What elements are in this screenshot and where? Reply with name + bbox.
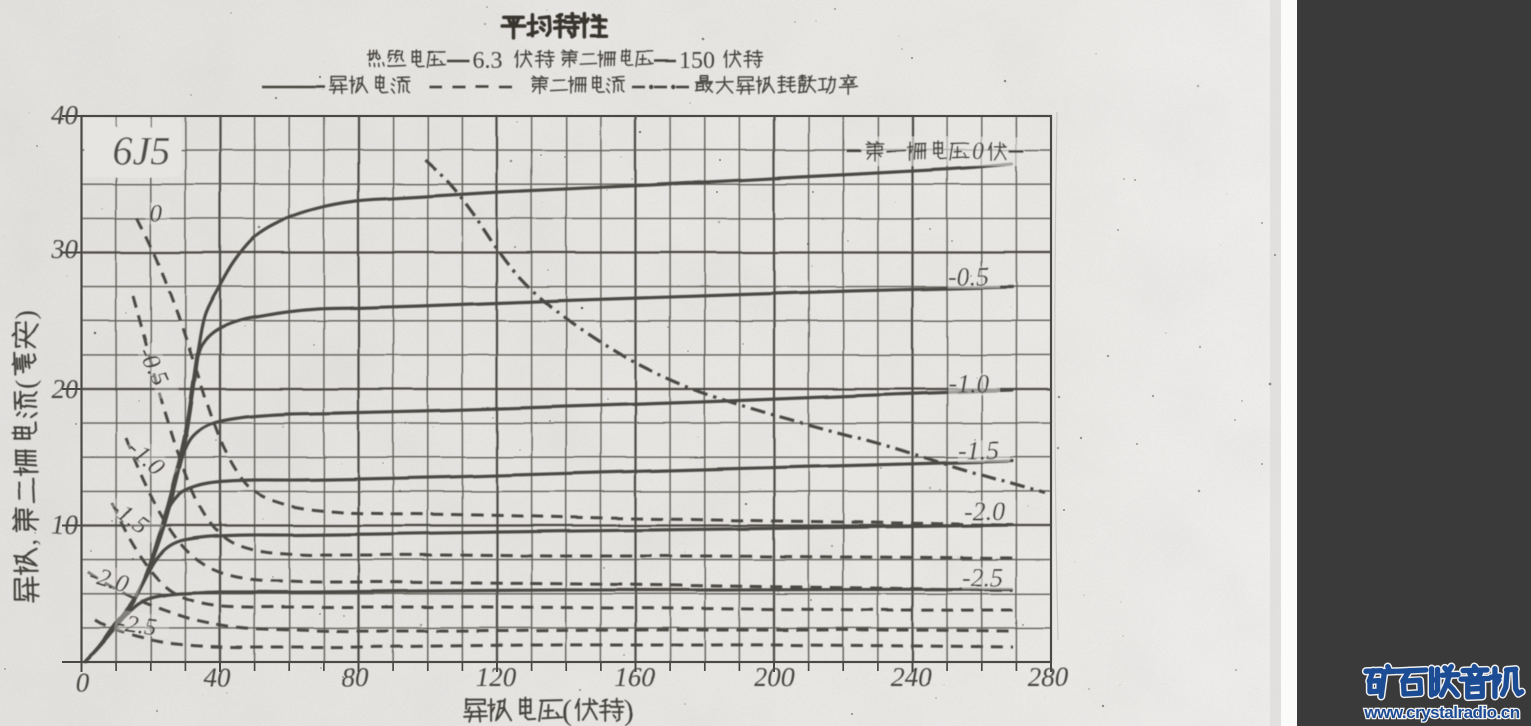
svg-text:-2.5: -2.5 [115, 610, 158, 642]
svg-text:80: 80 [342, 662, 370, 692]
svg-text:-1.0: -1.0 [948, 369, 989, 398]
svg-text:,: , [13, 540, 42, 547]
svg-text:150: 150 [679, 48, 715, 74]
svg-text:-1.5: -1.5 [958, 436, 999, 465]
svg-text:-2.5: -2.5 [962, 563, 1003, 592]
svg-text:-2.0: -2.0 [964, 497, 1005, 526]
svg-text:): ) [624, 694, 634, 726]
svg-text:0: 0 [76, 667, 90, 697]
svg-text:240: 240 [891, 662, 932, 692]
svg-text:-0.5: -0.5 [948, 262, 989, 291]
svg-text:(: ( [11, 380, 42, 389]
svg-text:0: 0 [150, 200, 163, 227]
svg-text:6J5: 6J5 [112, 128, 170, 173]
svg-text:30: 30 [50, 234, 79, 264]
svg-text:www.crystalradio.cn: www.crystalradio.cn [1363, 703, 1519, 722]
svg-text:0: 0 [972, 138, 985, 165]
svg-text:6.3: 6.3 [473, 48, 503, 74]
svg-text:): ) [11, 311, 42, 320]
svg-text:(: ( [562, 694, 572, 726]
svg-text:280: 280 [1028, 662, 1069, 692]
svg-text:40: 40 [204, 662, 232, 692]
